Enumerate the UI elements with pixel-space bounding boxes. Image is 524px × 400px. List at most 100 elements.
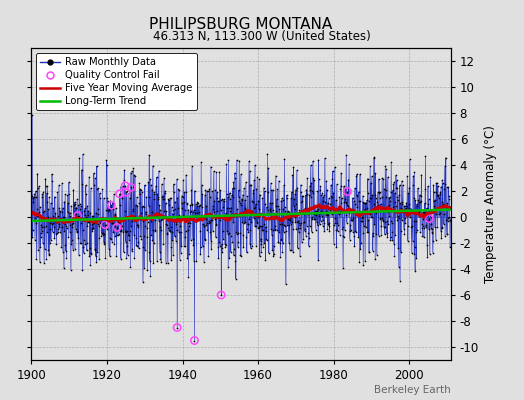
Point [301, 226, 309, 233]
Point [114, 218, 122, 225]
Point [305, 234, 313, 241]
Point [379, 224, 388, 230]
Point [359, 199, 368, 206]
Point [44, 206, 52, 212]
Point [183, 254, 191, 261]
Point [198, 182, 206, 188]
Point [280, 182, 288, 188]
Point [221, 244, 230, 250]
Point [261, 236, 270, 242]
Point [222, 161, 231, 167]
Point [168, 228, 177, 235]
Point [297, 189, 305, 195]
Point [261, 223, 270, 230]
Point [217, 292, 225, 298]
Point [57, 218, 65, 224]
Point [399, 208, 408, 214]
Point [327, 205, 335, 212]
Point [196, 251, 205, 258]
Point [357, 218, 366, 224]
Point [368, 248, 377, 254]
Point [287, 221, 295, 227]
Point [325, 206, 334, 213]
Point [271, 227, 279, 234]
Point [237, 253, 245, 259]
Point [152, 174, 161, 180]
Point [236, 229, 244, 236]
Point [233, 230, 242, 236]
Point [408, 250, 416, 256]
Point [237, 202, 246, 208]
Point [228, 185, 237, 191]
Point [194, 200, 202, 206]
Point [345, 236, 354, 243]
Point [359, 223, 368, 229]
Point [145, 152, 154, 158]
Point [239, 232, 247, 238]
Point [254, 198, 263, 204]
Point [100, 230, 108, 237]
Point [366, 211, 375, 217]
Point [100, 241, 108, 247]
Point [81, 212, 89, 219]
Point [134, 224, 142, 230]
Point [339, 264, 347, 271]
Point [180, 189, 189, 196]
Point [235, 194, 243, 200]
Point [266, 208, 275, 214]
Point [271, 223, 279, 229]
Point [441, 163, 449, 170]
Point [68, 237, 76, 243]
Point [96, 220, 105, 226]
Point [413, 203, 421, 210]
Point [208, 216, 216, 223]
Point [80, 250, 88, 256]
Point [391, 172, 400, 179]
Point [372, 195, 380, 201]
Point [139, 218, 148, 224]
Point [364, 228, 373, 235]
Point [361, 206, 369, 213]
Point [347, 206, 355, 212]
Point [308, 188, 316, 194]
Point [414, 198, 423, 205]
Point [283, 208, 292, 214]
Point [341, 227, 349, 234]
Point [423, 242, 431, 248]
Point [398, 217, 406, 223]
Point [385, 202, 393, 208]
Point [425, 215, 433, 222]
Point [412, 201, 421, 208]
Point [122, 255, 130, 262]
Point [59, 214, 68, 220]
Point [283, 221, 291, 228]
Point [206, 218, 214, 225]
Point [318, 190, 326, 196]
Point [266, 180, 275, 187]
Point [155, 218, 163, 224]
Point [130, 218, 139, 224]
Point [213, 208, 222, 214]
Point [385, 194, 393, 201]
Point [410, 169, 419, 175]
Point [310, 210, 319, 217]
Point [92, 209, 100, 216]
Point [195, 209, 203, 216]
Point [263, 210, 271, 217]
Point [411, 243, 419, 250]
Point [353, 170, 361, 177]
Point [118, 195, 127, 201]
Point [394, 196, 402, 203]
Point [242, 210, 250, 216]
Point [36, 243, 45, 250]
Point [35, 208, 43, 215]
Point [323, 226, 332, 232]
Point [384, 174, 392, 180]
Point [227, 232, 235, 239]
Point [135, 245, 143, 252]
Point [97, 219, 106, 226]
Point [445, 196, 453, 202]
Point [250, 177, 258, 184]
Point [91, 246, 100, 252]
Point [138, 214, 146, 221]
